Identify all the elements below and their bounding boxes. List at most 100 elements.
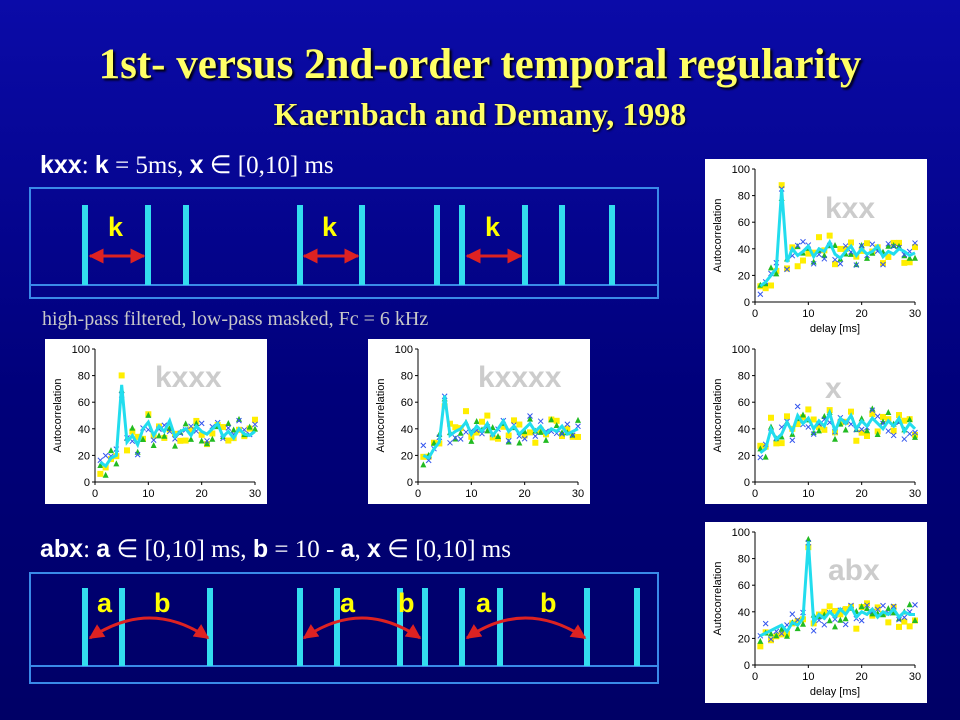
- chart-abx-marker-triangle: [864, 605, 870, 612]
- kxx-diagram-frame: [29, 187, 659, 299]
- chart-kxxx-marker-triangle: [161, 432, 168, 439]
- chart-x-ytick-label: 100: [732, 344, 750, 356]
- chart-abx-ytick-label: 40: [738, 607, 750, 619]
- chart-abx-marker-cross: [901, 614, 908, 621]
- chart-x-marker-cross: [858, 426, 865, 433]
- chart-kxxxx-marker-square: [559, 433, 565, 440]
- chart-kxxxx-marker-square: [553, 417, 560, 424]
- chart-x-marker-triangle: [874, 431, 881, 438]
- chart-kxxxx-marker-triangle: [575, 416, 581, 423]
- chart-kxx-ytick-label: 0: [744, 297, 750, 309]
- chart-kxxxx-marker-square: [527, 429, 533, 436]
- abx-label-b-2: b: [398, 588, 415, 618]
- chart-kxxx-marker-square: [198, 431, 205, 438]
- kxx-pulse-diagram: k k k: [29, 187, 659, 299]
- chart-kxx-marker-square: [768, 282, 774, 289]
- chart-kxx-ylabel: Autocorrelation: [712, 199, 724, 273]
- chart-kxxx-marker-square: [134, 433, 141, 440]
- chart-kxx-marker-square: [784, 265, 790, 272]
- chart-x-marker-triangle: [869, 405, 876, 412]
- chart-kxx-marker-triangle: [858, 241, 865, 248]
- chart-kxxxx-marker-cross: [505, 437, 512, 444]
- chart-kxx-marker-square: [826, 232, 833, 239]
- chart-x-marker-cross: [906, 430, 913, 437]
- abx-text4: ,: [354, 536, 367, 563]
- chart-kxxx-ylabel: Autocorrelation: [52, 379, 64, 453]
- chart-abx-mean-line: [759, 541, 915, 638]
- chart-x-marker-square: [805, 406, 812, 413]
- chart-kxx-marker-triangle: [901, 252, 908, 259]
- chart-x-marker-triangle: [810, 429, 817, 436]
- chart-kxxxx-mean-line: [422, 395, 579, 461]
- chart-kxxxx-marker-triangle: [431, 439, 437, 446]
- chart-kxx-marker-square: [864, 240, 870, 247]
- kxx-pulse-8: [522, 205, 528, 285]
- chart-kxxxx-marker-square: [500, 423, 507, 430]
- chart-kxxx-marker-cross: [236, 417, 242, 424]
- chart-kxxxx-marker-triangle: [457, 429, 464, 436]
- chart-abx-marker-triangle: [885, 605, 892, 612]
- chart-x-marker-square: [773, 440, 780, 447]
- chart-kxxx-marker-triangle: [172, 442, 178, 449]
- chart-kxx-marker-square: [837, 245, 844, 252]
- chart-kxx-marker-square: [832, 261, 838, 268]
- chart-kxx-marker-cross: [757, 291, 764, 298]
- chart-kxxx-marker-cross: [188, 423, 194, 430]
- chart-x: 0 20 40 60 80 100 0 10 20 30 Autocorrelation x: [705, 339, 927, 504]
- chart-kxx-marker-square: [800, 257, 806, 264]
- chart-kxxx-ytick-label: 80: [78, 371, 90, 383]
- chart-abx-marker-triangle: [773, 632, 780, 639]
- chart-kxxxx-ylabel: Autocorrelation: [375, 379, 387, 453]
- abx-pulse-3: [207, 588, 213, 666]
- chart-kxxxx-marker-square: [479, 418, 485, 425]
- chart-kxxxx-marker-triangle: [559, 429, 565, 436]
- chart-kxxxx-marker-cross: [537, 418, 544, 425]
- abx-diagram-frame: [29, 572, 659, 684]
- chart-abx-marker-cross: [842, 621, 849, 628]
- chart-x-xtick-label: 0: [752, 488, 758, 500]
- chart-kxx-ytick-label: 40: [738, 244, 750, 256]
- chart-x-ytick-label: 80: [738, 371, 750, 383]
- chart-abx-marker-triangle: [906, 601, 913, 608]
- chart-abx-marker-square: [896, 623, 902, 630]
- chart-kxx-marker-cross: [890, 243, 897, 250]
- chart-x-marker-triangle: [800, 411, 806, 418]
- chart-kxxxx-marker-cross: [457, 436, 464, 442]
- abx-pulse-7: [422, 588, 428, 666]
- chart-kxxxx-marker-square: [575, 433, 581, 440]
- chart-kxxx-marker-square: [252, 416, 258, 423]
- chart-kxxx-marker-triangle: [129, 424, 136, 431]
- chart-abx-marker-cross: [810, 627, 817, 634]
- chart-x-marker-square: [853, 437, 860, 444]
- chart-kxxx-xtick-label: 0: [92, 488, 98, 500]
- chart-abx-marker-triangle: [800, 620, 806, 627]
- chart-kxx-ytick-label: 60: [738, 217, 750, 229]
- chart-abx-marker-cross: [896, 616, 902, 623]
- chart-kxxx-marker-square: [97, 470, 104, 477]
- chart-x-marker-triangle: [885, 409, 892, 416]
- chart-kxxxx-marker-cross: [463, 429, 469, 435]
- chart-x-marker-triangle: [912, 433, 918, 440]
- abx-pulse-8: [459, 588, 465, 666]
- chart-kxxxx-marker-square: [505, 432, 512, 439]
- chart-abx-marker-triangle: [869, 610, 876, 617]
- chart-kxx-marker-square: [842, 245, 849, 252]
- chart-kxxxx-marker-cross: [420, 442, 427, 449]
- chart-kxx-marker-triangle: [896, 242, 902, 249]
- chart-kxx-mean-line: [759, 188, 916, 288]
- chart-x-label: x: [825, 372, 842, 405]
- chart-kxx-marker-cross: [880, 261, 886, 268]
- chart-kxx-marker-cross: [832, 256, 838, 263]
- chart-kxx-marker-triangle: [768, 264, 774, 271]
- chart-kxx-marker-square: [816, 234, 822, 241]
- chart-kxx-background: [705, 159, 927, 340]
- chart-kxxx-ytick-label: 0: [84, 477, 90, 489]
- kxx-text1: :: [81, 152, 95, 179]
- chart-x-marker-triangle: [906, 416, 913, 423]
- chart-kxxx-marker-triangle: [246, 423, 253, 430]
- abx-label-a-2: a: [340, 588, 356, 618]
- chart-kxxxx-marker-square: [463, 408, 469, 415]
- chart-kxxxx-ytick-label: 60: [401, 397, 413, 409]
- chart-abx-marker-square: [874, 604, 881, 611]
- chart-x-marker-cross: [757, 454, 764, 461]
